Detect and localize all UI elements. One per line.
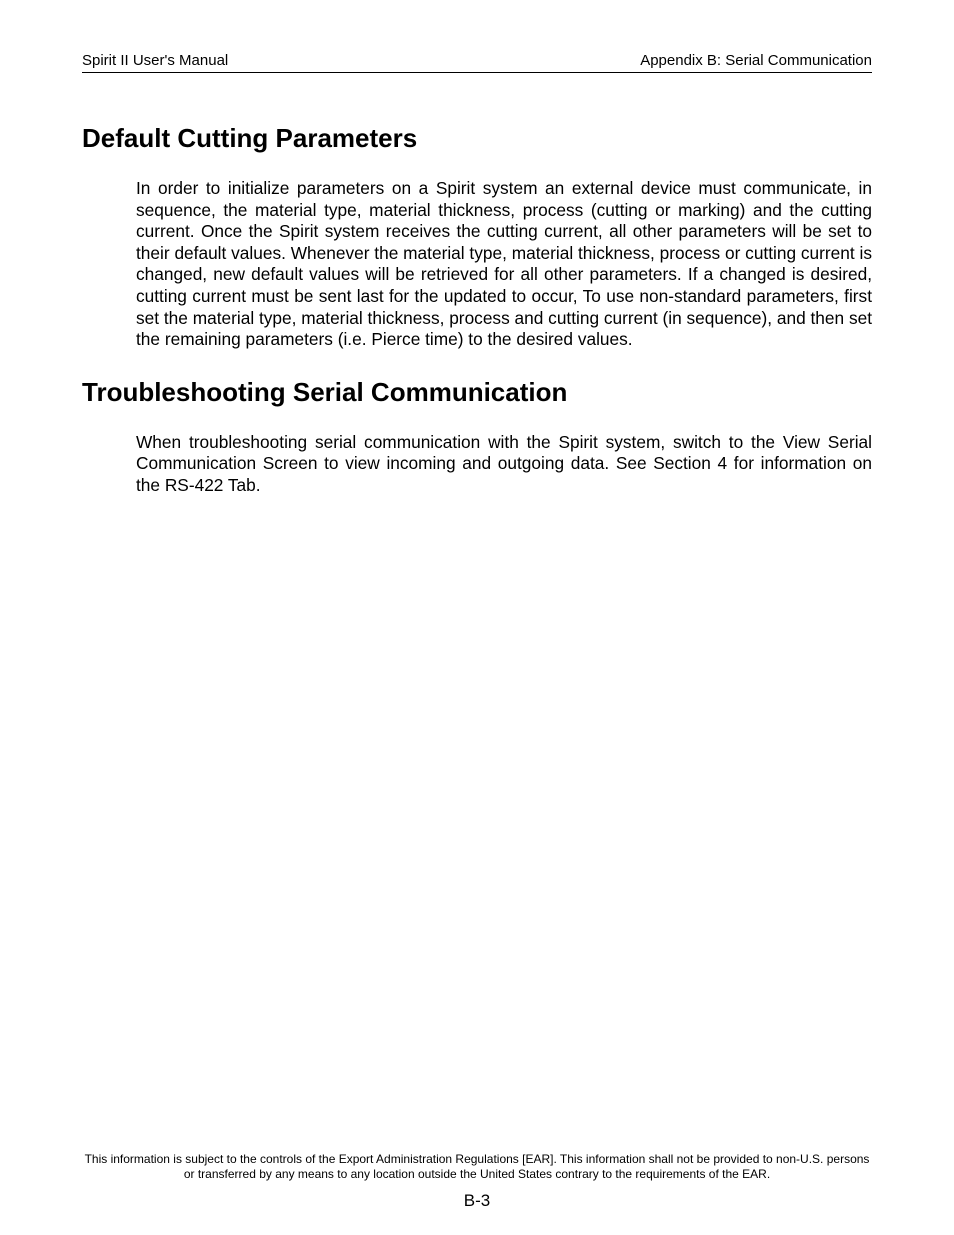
header-right: Appendix B: Serial Communication bbox=[640, 52, 872, 69]
page-footer: This information is subject to the contr… bbox=[82, 1152, 872, 1211]
section-heading-default-cutting: Default Cutting Parameters bbox=[82, 123, 872, 154]
header-left: Spirit II User's Manual bbox=[82, 52, 228, 69]
section-body-troubleshooting: When troubleshooting serial communicatio… bbox=[136, 432, 872, 497]
export-disclaimer: This information is subject to the contr… bbox=[82, 1152, 872, 1181]
document-page: Spirit II User's Manual Appendix B: Seri… bbox=[0, 0, 954, 1235]
section-heading-troubleshooting: Troubleshooting Serial Communication bbox=[82, 377, 872, 408]
section-body-default-cutting: In order to initialize parameters on a S… bbox=[136, 178, 872, 351]
running-header: Spirit II User's Manual Appendix B: Seri… bbox=[82, 52, 872, 73]
page-number: B-3 bbox=[82, 1191, 872, 1211]
